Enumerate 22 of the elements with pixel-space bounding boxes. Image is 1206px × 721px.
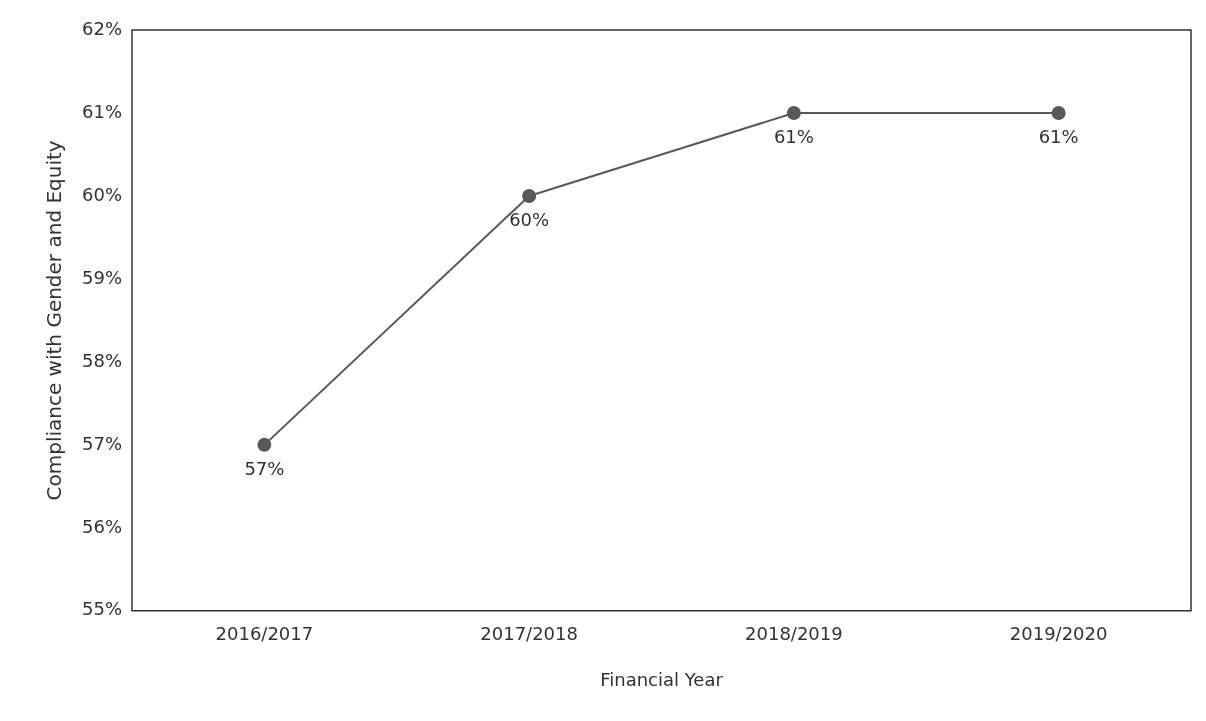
x-tick-label: 2018/2019: [745, 623, 843, 645]
data-label: 61%: [773, 125, 814, 147]
point: [257, 437, 272, 452]
point: [522, 188, 537, 203]
point: [786, 105, 801, 120]
y-axis-title: Compliance with Gender and Equity: [42, 140, 67, 501]
data-label: 61%: [1038, 125, 1079, 147]
x-tick-label: 2016/2017: [215, 623, 314, 645]
point: [1051, 105, 1066, 120]
y-tick-label: 59%: [81, 266, 123, 288]
x-axis-title: Financial Year: [600, 668, 724, 690]
y-tick-label: 57%: [81, 432, 123, 454]
y-tick-label: 60%: [81, 183, 123, 205]
y-tick-label: 62%: [81, 17, 123, 39]
x-tick-label: 2017/2018: [480, 623, 578, 645]
y-tick-label: 55%: [81, 598, 123, 620]
y-tick-label: 61%: [81, 100, 123, 122]
y-tick-label: 56%: [81, 515, 123, 537]
data-label: 57%: [244, 457, 285, 479]
y-tick-label: 58%: [81, 349, 123, 371]
x-tick-label: 2019/2020: [1009, 623, 1108, 645]
data-label: 60%: [509, 208, 550, 230]
